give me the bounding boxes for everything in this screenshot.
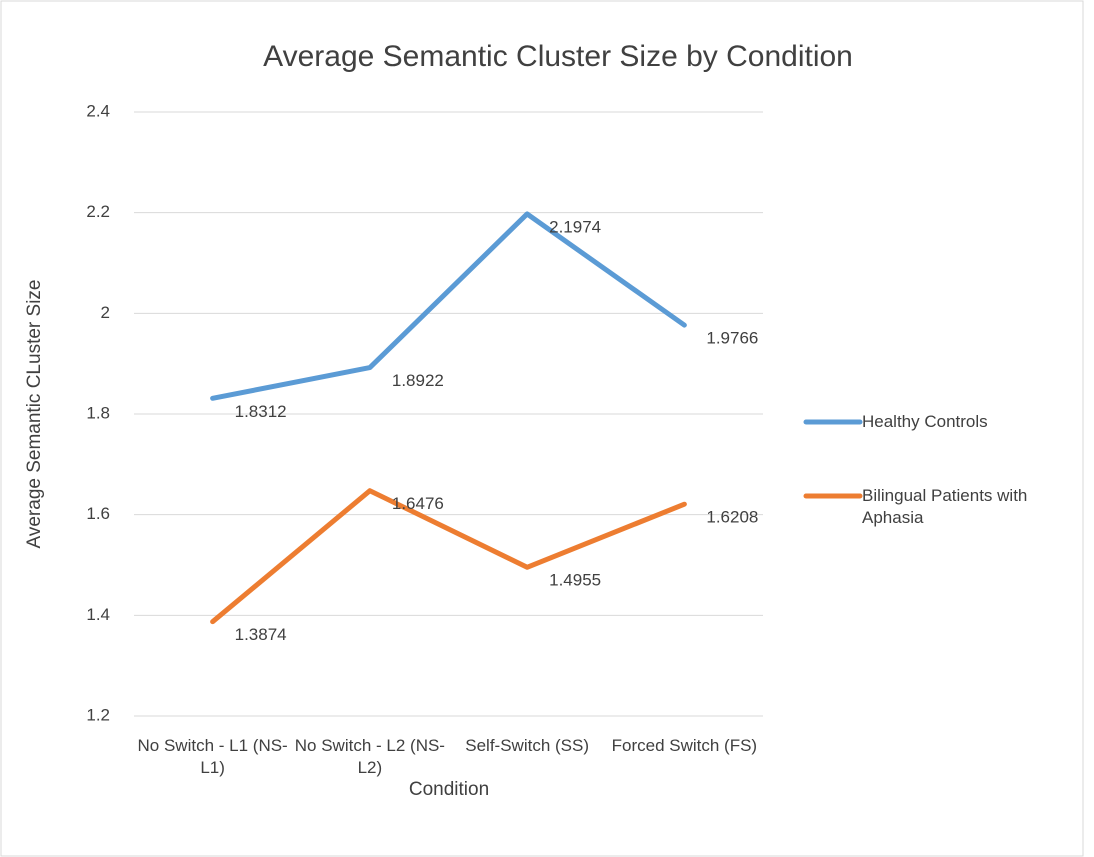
y-tick-label: 1.2 <box>86 705 110 724</box>
data-line <box>210 211 687 401</box>
y-axis-label: Average Semantic CLuster Size <box>24 280 45 549</box>
legend-label: Healthy Controls <box>862 412 988 431</box>
y-tick-label: 1.8 <box>86 403 110 422</box>
data-line <box>210 488 687 625</box>
x-axis-label: Condition <box>409 779 489 800</box>
x-tick-label: No Switch - L1 (NS-L1) <box>137 736 288 777</box>
y-tick-label: 2 <box>101 303 110 322</box>
data-label: 1.9766 <box>706 329 758 348</box>
chart-title: Average Semantic Cluster Size by Conditi… <box>263 40 853 73</box>
y-tick-label: 2.2 <box>86 202 110 221</box>
data-label: 1.6476 <box>392 494 444 513</box>
x-tick-label: No Switch - L2 (NS-L2) <box>294 736 445 777</box>
x-tick-label: Self-Switch (SS) <box>465 736 589 755</box>
y-tick-label: 2.4 <box>86 101 110 120</box>
data-label: 1.8312 <box>235 402 287 421</box>
data-label: 1.8922 <box>392 371 444 390</box>
data-label: 1.6208 <box>706 508 758 527</box>
x-tick-label: Forced Switch (FS) <box>611 736 758 755</box>
data-label: 1.4955 <box>549 571 601 590</box>
data-label: 1.3874 <box>235 625 287 644</box>
y-tick-label: 1.4 <box>86 605 110 624</box>
data-label: 2.1974 <box>549 217 601 236</box>
legend-label: Bilingual Patients with Aphasia <box>862 486 1028 527</box>
y-tick-label: 1.6 <box>86 504 110 523</box>
